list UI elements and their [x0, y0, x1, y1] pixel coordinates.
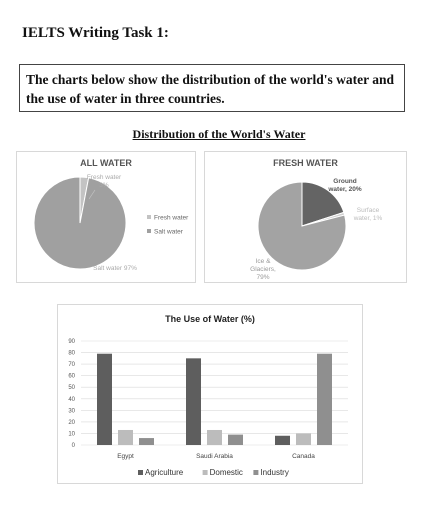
task-prompt-line-1: The charts below show the distribution o…	[26, 72, 395, 87]
y-tick-label-60: 60	[68, 374, 75, 380]
y-tick-label-70: 70	[68, 362, 75, 368]
pie-label-ground-water: Ground water, 20%	[327, 178, 361, 193]
pie-label-fresh-water: Fresh water 3%	[87, 174, 122, 189]
pie-label-ice-glaciers: Ice & Glaciers, 79%	[250, 258, 276, 281]
section-title-text: Distribution of the World's Water	[132, 127, 306, 141]
legend-swatch-industry	[253, 470, 259, 475]
all-water-chart-title: ALL WATER	[80, 158, 132, 168]
bar-saudi-arabia-domestic	[207, 429, 222, 445]
pie-slice-ground-water	[301, 181, 345, 227]
legend-swatch-fresh-water	[147, 215, 151, 219]
bar-canada-agriculture	[275, 435, 290, 445]
legend-label-domestic: Domestic	[210, 468, 243, 477]
water-use-chart-title: The Use of Water (%)	[165, 314, 255, 324]
x-tick-label-saudi-arabia: Saudi Arabia	[196, 453, 233, 460]
pie-label-surface-water: Surface water, 1%	[353, 207, 383, 222]
legend-label-salt-water: Salt water	[154, 229, 184, 236]
task-prompt-box: The charts below show the distribution o…	[19, 64, 405, 112]
bar-saudi-arabia-industry	[228, 434, 243, 445]
pie-leader-fresh-water	[88, 189, 96, 200]
pie-label-salt-water: Salt water 97%	[93, 265, 137, 272]
bar-egypt-industry	[139, 438, 154, 445]
page-title: IELTS Writing Task 1:	[22, 25, 169, 41]
section-title: Distribution of the World's Water	[0, 127, 438, 142]
legend-label-agriculture: Agriculture	[145, 468, 184, 477]
y-tick-label-0: 0	[72, 443, 76, 449]
fresh-water-pie: Ground water, 20% Surface water, 1% Ice & Gla…	[250, 178, 383, 281]
legend-swatch-domestic	[202, 470, 208, 475]
y-tick-label-40: 40	[68, 397, 75, 403]
bar-canada-industry	[317, 353, 332, 445]
water-use-chart: The Use of Water (%) 0 10 20 30 40 50 60 70 80 90…	[57, 304, 363, 484]
fresh-water-chart-title: FRESH WATER	[273, 158, 338, 168]
bar-canada-domestic	[296, 433, 311, 445]
x-tick-label-egypt: Egypt	[117, 453, 134, 460]
bar-saudi-arabia-agriculture	[186, 358, 201, 445]
legend-swatch-salt-water	[147, 229, 151, 233]
pie-slice-salt-water	[33, 176, 127, 270]
fresh-water-chart: FRESH WATER Ground water, 20% Surface water…	[204, 151, 407, 283]
pie-slice-ice-glaciers	[257, 181, 347, 271]
all-water-pie: Fresh water 3% Salt water 97% Fresh water Sa…	[33, 174, 189, 272]
y-tick-label-20: 20	[68, 420, 75, 426]
y-tick-label-10: 10	[68, 431, 75, 437]
y-tick-label-90: 90	[68, 339, 75, 345]
y-tick-label-80: 80	[68, 351, 75, 357]
legend-swatch-agriculture	[138, 470, 143, 475]
y-tick-label-30: 30	[68, 408, 75, 414]
x-tick-label-canada: Canada	[292, 453, 315, 460]
legend-label-fresh-water: Fresh water	[154, 215, 189, 222]
task-prompt-line-2: the use of water in three countries.	[26, 91, 225, 106]
y-tick-label-50: 50	[68, 385, 75, 391]
all-water-chart: ALL WATER Fresh water 3% Salt water 97% Fre…	[16, 151, 196, 283]
water-use-bar-chart: 0 10 20 30 40 50 60 70 80 90 Egypt Saudi Arabia Cana…	[68, 339, 348, 477]
bar-egypt-domestic	[118, 429, 133, 445]
legend-label-industry: Industry	[260, 468, 288, 477]
bar-egypt-agriculture	[97, 353, 112, 445]
